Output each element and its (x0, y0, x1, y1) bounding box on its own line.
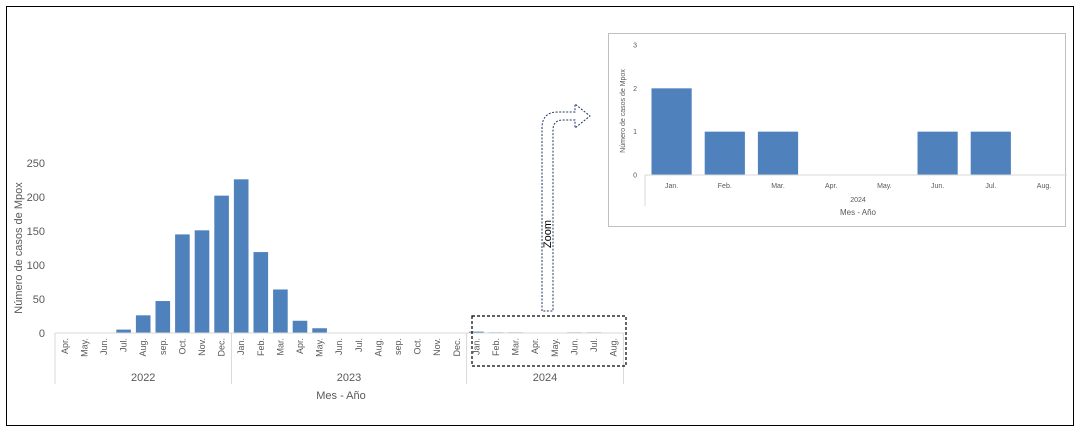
main-year-label: 2024 (533, 372, 557, 384)
main-y-tick-label: 200 (27, 192, 45, 204)
main-y-ticks: 0 50 100 150 200 250 (27, 158, 45, 340)
main-x-tick-label: May. (79, 338, 89, 357)
main-y-tick-label: 250 (27, 158, 45, 170)
main-year-groups: 2022 2023 2024 (54, 333, 624, 384)
inset-y-tick-label: 0 (633, 173, 637, 180)
inset-y-tick-label: 3 (633, 43, 637, 50)
main-bar (253, 252, 269, 333)
main-x-tick-label: Apr. (295, 338, 305, 354)
main-x-axis: Apr. May. Jun. Jul. Aug. sep. Oct. Nov. Dec. Jan.… (55, 332, 624, 357)
main-x-tick-label: Dec. (452, 338, 462, 357)
main-bar (273, 289, 288, 333)
main-bar (292, 320, 308, 333)
main-x-tick-label: Mar. (511, 338, 521, 356)
main-x-tick-label: Mar. (275, 338, 285, 356)
inset-x-tick-label: Jul. (985, 183, 996, 190)
main-bar (194, 230, 210, 333)
inset-y-tick-label: 2 (633, 86, 637, 93)
inset-bar (970, 131, 1011, 175)
main-x-tick-label: Jul. (354, 338, 364, 352)
inset-chart: Número de casos de Mpox 0 1 2 3 Jan. Feb. Mar… (620, 43, 1067, 217)
inset-y-ticks: 0 1 2 3 (633, 43, 637, 180)
inset-x-tick-label: Aug. (1037, 183, 1051, 190)
inset-x-axis-label: Mes - Año (840, 208, 877, 217)
inset-x-tick-label: Feb. (718, 183, 732, 190)
main-x-tick-label: May. (550, 338, 560, 357)
main-bar (135, 315, 151, 333)
inset-x-tick-label: Jan. (665, 183, 678, 190)
main-x-tick-label: Jan. (236, 338, 246, 355)
main-y-tick-label: 150 (27, 226, 45, 238)
inset-bars (651, 88, 1011, 175)
main-bar (312, 328, 327, 333)
inset-bar (704, 131, 745, 175)
main-x-tick-label: Jul. (589, 338, 599, 352)
main-y-axis-label: Número de casos de Mpox (13, 182, 25, 314)
inset-x-tick-label: Mar. (771, 183, 785, 190)
inset-y-axis-label: Número de casos de Mpox (620, 69, 627, 153)
inset-bar (651, 88, 692, 175)
main-x-tick-label: Nov. (432, 338, 442, 356)
zoom-inset: Número de casos de Mpox 0 1 2 3 Jan. Feb. Mar… (608, 33, 1067, 227)
main-x-tick-label: Apr. (60, 338, 70, 354)
main-bars (116, 179, 602, 333)
main-x-tick-label: Aug. (373, 338, 383, 357)
main-x-tick-label: Jan. (471, 338, 481, 355)
main-x-tick-label: Jun. (569, 338, 579, 355)
inset-y-tick-label: 1 (633, 129, 637, 136)
main-x-tick-label: Dec. (217, 338, 227, 357)
main-bar (155, 301, 171, 333)
main-bar (175, 234, 190, 333)
main-y-tick-label: 50 (33, 294, 45, 306)
main-y-tick-label: 100 (27, 260, 45, 272)
main-bar (233, 179, 249, 333)
main-x-tick-label: sep. (158, 338, 168, 355)
main-x-tick-label: Aug. (609, 338, 619, 357)
main-x-tick-label: Jun. (334, 338, 344, 355)
main-bar (214, 195, 229, 333)
main-x-tick-label: Apr. (530, 338, 540, 354)
inset-x-tick-label: Apr. (825, 183, 838, 190)
inset-x-tick-label: Jun. (931, 183, 944, 190)
figure-frame (6, 6, 1074, 426)
main-x-tick-label: Aug. (138, 338, 148, 357)
inset-subtitle: 2024 (850, 197, 866, 204)
main-x-tick-label: Oct. (413, 338, 423, 355)
main-year-label: 2022 (131, 372, 155, 384)
inset-x-tick-label: May. (877, 183, 892, 190)
main-x-tick-label: May. (315, 338, 325, 357)
main-year-label: 2023 (337, 372, 361, 384)
main-x-tick-label: Jul. (119, 338, 129, 352)
main-x-tick-label: Oct. (177, 338, 187, 355)
main-x-tick-label: Jun. (99, 338, 109, 355)
inset-bar (757, 131, 799, 175)
main-y-tick-label: 0 (39, 328, 45, 340)
main-x-tick-label: sep. (393, 338, 403, 355)
main-x-tick-label: Feb. (256, 338, 266, 356)
inset-x-axis: Jan. Feb. Mar. Apr. May. Jun. Jul. Aug. (644, 174, 1067, 206)
main-x-axis-label: Mes - Año (316, 390, 366, 402)
inset-bar (917, 131, 958, 175)
main-x-tick-label: Nov. (197, 338, 207, 356)
main-bar (116, 329, 131, 333)
main-x-tick-label: Feb. (491, 338, 501, 356)
